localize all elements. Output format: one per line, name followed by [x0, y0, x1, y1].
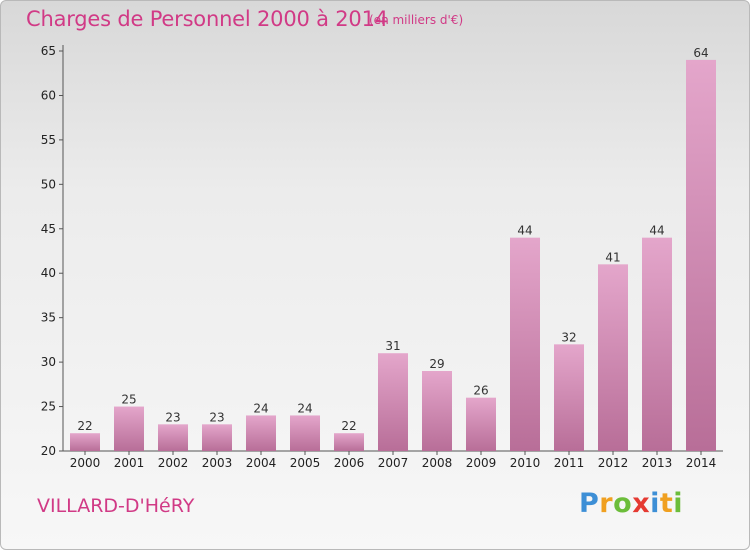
bar — [422, 371, 452, 451]
data-label: 23 — [165, 410, 180, 424]
x-tick-label: 2013 — [642, 456, 673, 470]
bar — [290, 415, 320, 451]
data-label: 22 — [341, 419, 356, 433]
bar — [466, 397, 496, 451]
data-label: 24 — [297, 401, 312, 415]
bar — [246, 415, 276, 451]
y-tick-label: 65 — [41, 44, 56, 58]
x-tick-label: 2001 — [114, 456, 145, 470]
bar — [158, 424, 188, 451]
y-tick-label: 50 — [41, 177, 56, 191]
bar — [114, 406, 144, 451]
x-tick-label: 2004 — [246, 456, 277, 470]
x-tick-label: 2000 — [70, 456, 101, 470]
x-tick-label: 2006 — [334, 456, 365, 470]
bar — [686, 59, 716, 452]
y-tick-label: 20 — [41, 444, 56, 458]
x-tick-label: 2009 — [466, 456, 497, 470]
x-tick-label: 2008 — [422, 456, 453, 470]
y-tick-label: 30 — [41, 355, 56, 369]
y-tick-label: 60 — [41, 88, 56, 102]
bar — [510, 237, 540, 451]
logo-letter: t — [659, 488, 674, 519]
bar — [642, 237, 672, 451]
logo-letter: i — [673, 488, 684, 519]
data-label: 23 — [209, 410, 224, 424]
logo-letter: o — [613, 488, 633, 519]
data-label: 25 — [121, 393, 136, 407]
logo-letter: r — [599, 488, 614, 519]
y-tick-label: 55 — [41, 133, 56, 147]
x-tick-label: 2014 — [686, 456, 717, 470]
x-tick-label: 2012 — [598, 456, 629, 470]
x-tick-label: 2005 — [290, 456, 321, 470]
proxiti-logo: Proxiti — [579, 488, 683, 519]
bar — [378, 353, 408, 451]
logo-letter: i — [650, 488, 660, 519]
x-tick-label: 2010 — [510, 456, 541, 470]
logo-letter: P — [579, 488, 600, 519]
bar — [598, 264, 628, 451]
x-tick-label: 2003 — [202, 456, 233, 470]
data-label: 31 — [385, 339, 400, 353]
data-label: 44 — [649, 224, 664, 238]
chart-title: Charges de Personnel 2000 à 2014 — [26, 7, 388, 31]
data-label: 22 — [77, 419, 92, 433]
y-tick-label: 35 — [41, 311, 56, 325]
y-tick-label: 45 — [41, 222, 56, 236]
bar — [334, 433, 364, 451]
y-tick-label: 25 — [41, 400, 56, 414]
data-label: 24 — [253, 401, 268, 415]
data-label: 64 — [693, 46, 708, 60]
bar — [202, 424, 232, 451]
logo-letter: x — [632, 488, 651, 519]
data-label: 41 — [605, 250, 620, 264]
chart-subtitle: (en milliers d'€) — [369, 13, 464, 27]
x-tick-label: 2011 — [554, 456, 585, 470]
x-tick-label: 2007 — [378, 456, 409, 470]
data-label: 26 — [473, 384, 488, 398]
commune-name: VILLARD-D'HéRY — [37, 495, 195, 517]
bar — [554, 344, 584, 451]
data-label: 29 — [429, 357, 444, 371]
bar — [70, 433, 100, 451]
x-tick-label: 2002 — [158, 456, 189, 470]
data-label: 44 — [517, 224, 532, 238]
data-label: 32 — [561, 330, 576, 344]
y-tick-label: 40 — [41, 266, 56, 280]
